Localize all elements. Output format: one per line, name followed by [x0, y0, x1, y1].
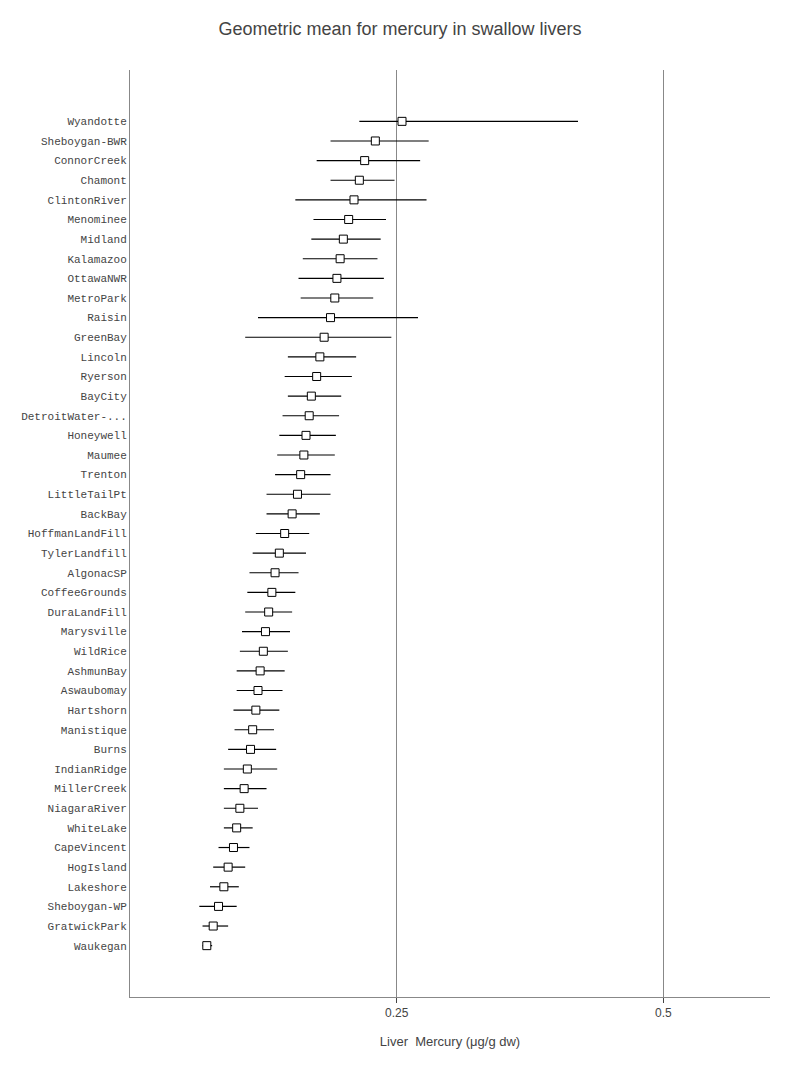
- svg-text:Wyandotte: Wyandotte: [67, 116, 126, 128]
- svg-text:HoffmanLandFill: HoffmanLandFill: [28, 528, 127, 540]
- svg-text:0.5: 0.5: [655, 1006, 672, 1020]
- svg-text:GreenBay: GreenBay: [74, 332, 127, 344]
- svg-text:Honeywell: Honeywell: [67, 430, 126, 442]
- svg-text:BayCity: BayCity: [81, 391, 128, 403]
- svg-text:Lakeshore: Lakeshore: [67, 882, 126, 894]
- svg-text:Ryerson: Ryerson: [81, 371, 127, 383]
- svg-text:Chamont: Chamont: [81, 175, 127, 187]
- svg-text:Kalamazoo: Kalamazoo: [67, 254, 126, 266]
- svg-text:WildRice: WildRice: [74, 646, 127, 658]
- svg-text:AshmunBay: AshmunBay: [67, 666, 127, 678]
- svg-text:Manistique: Manistique: [61, 725, 127, 737]
- svg-text:Sheboygan-WP: Sheboygan-WP: [48, 901, 128, 913]
- svg-text:TylerLandfill: TylerLandfill: [41, 548, 127, 560]
- svg-text:LittleTailPt: LittleTailPt: [48, 489, 127, 501]
- svg-text:MetroPark: MetroPark: [67, 293, 127, 305]
- svg-text:CapeVincent: CapeVincent: [54, 842, 127, 854]
- svg-text:Menominee: Menominee: [67, 214, 126, 226]
- svg-text:Burns: Burns: [94, 744, 127, 756]
- svg-text:Midland: Midland: [81, 234, 127, 246]
- svg-text:Trenton: Trenton: [81, 469, 127, 481]
- svg-text:MillerCreek: MillerCreek: [54, 783, 127, 795]
- svg-text:DuraLandFill: DuraLandFill: [48, 607, 127, 619]
- svg-text:DetroitWater-...: DetroitWater-...: [21, 411, 127, 423]
- svg-text:Raisin: Raisin: [87, 312, 127, 324]
- svg-text:0.25: 0.25: [385, 1006, 409, 1020]
- svg-text:Geometric mean for mercury in: Geometric mean for mercury in swallow li…: [218, 19, 581, 39]
- svg-text:Sheboygan-BWR: Sheboygan-BWR: [41, 136, 127, 148]
- svg-text:Aswaubomay: Aswaubomay: [61, 685, 127, 697]
- svg-text:Liver Mercury (μg/g dw): Liver Mercury (μg/g dw): [380, 1034, 520, 1049]
- svg-text:IndianRidge: IndianRidge: [54, 764, 127, 776]
- svg-text:Hartshorn: Hartshorn: [67, 705, 126, 717]
- svg-text:GratwickPark: GratwickPark: [48, 921, 128, 933]
- svg-text:Lincoln: Lincoln: [81, 352, 127, 364]
- svg-text:ClintonRiver: ClintonRiver: [48, 195, 127, 207]
- svg-text:CoffeeGrounds: CoffeeGrounds: [41, 587, 127, 599]
- svg-text:ConnorCreek: ConnorCreek: [54, 155, 127, 167]
- svg-text:NiagaraRiver: NiagaraRiver: [48, 803, 127, 815]
- svg-text:OttawaNWR: OttawaNWR: [67, 273, 127, 285]
- svg-text:WhiteLake: WhiteLake: [67, 823, 126, 835]
- svg-text:BackBay: BackBay: [81, 509, 128, 521]
- svg-text:Waukegan: Waukegan: [74, 941, 127, 953]
- svg-text:AlgonacSP: AlgonacSP: [67, 568, 127, 580]
- svg-text:HogIsland: HogIsland: [67, 862, 126, 874]
- svg-text:Marysville: Marysville: [61, 626, 127, 638]
- svg-text:Maumee: Maumee: [87, 450, 127, 462]
